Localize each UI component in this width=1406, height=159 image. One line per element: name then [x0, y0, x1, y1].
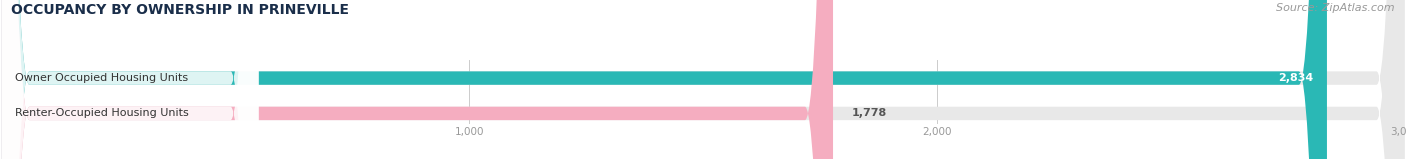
FancyBboxPatch shape — [1, 0, 259, 159]
Text: 2,834: 2,834 — [1278, 73, 1313, 83]
Text: OCCUPANCY BY OWNERSHIP IN PRINEVILLE: OCCUPANCY BY OWNERSHIP IN PRINEVILLE — [11, 3, 349, 17]
Text: Owner Occupied Housing Units: Owner Occupied Housing Units — [15, 73, 188, 83]
Text: 1,778: 1,778 — [852, 108, 887, 118]
FancyBboxPatch shape — [1, 0, 832, 159]
FancyBboxPatch shape — [1, 0, 259, 159]
FancyBboxPatch shape — [1, 0, 1327, 159]
Text: Source: ZipAtlas.com: Source: ZipAtlas.com — [1277, 3, 1395, 13]
Text: Renter-Occupied Housing Units: Renter-Occupied Housing Units — [15, 108, 190, 118]
